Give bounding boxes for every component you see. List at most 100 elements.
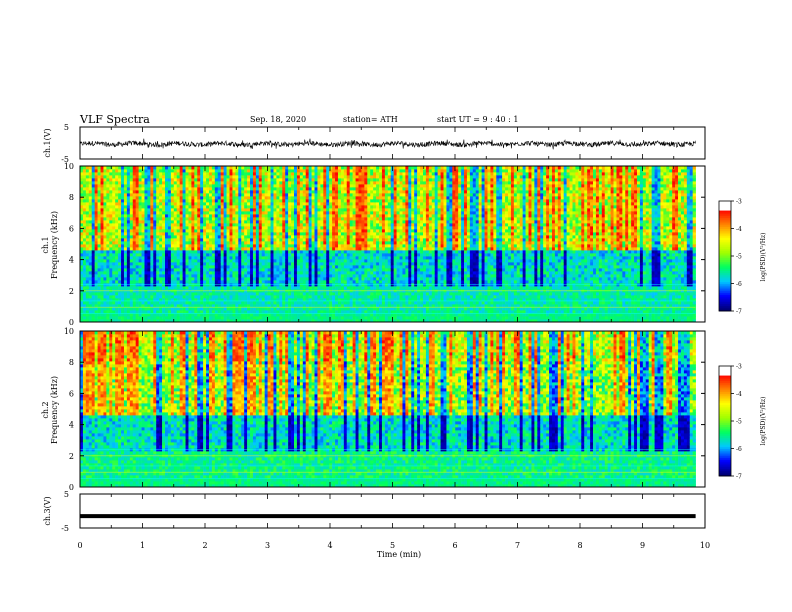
ch1-spectrogram-cell (109, 214, 112, 217)
ch1-spectrogram-cell (194, 178, 197, 181)
ch1-spectrogram-cell (153, 232, 156, 235)
ch1-spectrogram-cell (168, 235, 171, 238)
ch1-spectrogram-cell (95, 262, 98, 265)
ch1-spectrogram-cell (177, 229, 180, 232)
ch1-spectrogram-cell (183, 274, 186, 277)
ch1-spectrogram-cell (109, 199, 112, 202)
ch1-spectrogram-cell (130, 184, 133, 187)
ch1-spectrogram-cell (188, 259, 191, 262)
ch1-spectrogram-cell (127, 223, 130, 226)
ch1-spectrogram-cell (165, 274, 168, 277)
ch1-spectrogram-cell (144, 190, 147, 193)
ch1-spectrogram-cell (165, 238, 168, 241)
ch1-spectrogram-cell (136, 181, 139, 184)
ch1-spectrogram-cell (106, 196, 109, 199)
ch1-spectrogram-cell (194, 265, 197, 268)
ch1-spectrogram-cell (153, 259, 156, 262)
ch1-spectrogram-cell (191, 268, 194, 271)
ch1-spectrogram-cell (194, 280, 197, 283)
ch1-spectrogram-cell (186, 181, 189, 184)
ch1-spectrogram-cell (109, 169, 112, 172)
ch1-spectrogram-cell (188, 223, 191, 226)
ch1-spectrogram-cell (162, 265, 165, 268)
ch1-spectrogram-column (103, 166, 106, 322)
ch1-spectrogram-cell (89, 274, 92, 277)
ch1-spectrogram-cell (144, 277, 147, 280)
ch1-spectrogram-cell (191, 301, 194, 304)
ch1-spectrogram-cell (118, 265, 121, 268)
ch1-spectrogram-cell (101, 316, 104, 319)
ch1-spectrogram-cell (98, 265, 101, 268)
ch1-spectrogram-cell (168, 190, 171, 193)
ch1-spectrogram-cell (139, 256, 142, 259)
ch1-spectrogram-cell (130, 310, 133, 313)
ch1-spectrogram-cell (174, 169, 177, 172)
ch1-spectrogram-cell (95, 280, 98, 283)
ch1-spectrogram-cell (156, 178, 159, 181)
ch1-spectrogram-cell (86, 241, 89, 244)
ch1-spectrogram-cell (124, 175, 127, 178)
ch1-spectrogram-cell (124, 220, 127, 223)
ch1-spectrogram-cell (194, 271, 197, 274)
ch1-spectrogram-cell (156, 259, 159, 262)
ch1-spectrogram-cell (103, 235, 106, 238)
ch1-spectrogram-cell (144, 169, 147, 172)
ch1-spectrogram-cell (144, 205, 147, 208)
ch1-spectrogram-cell (103, 205, 106, 208)
ch1-spectrogram-cell (101, 229, 104, 232)
ch1-spectrogram-cell (180, 184, 183, 187)
ch1-spectrogram-cell (153, 265, 156, 268)
ch1-spectrogram-cell (183, 235, 186, 238)
ch1-spectrogram-cell (121, 211, 124, 214)
ch1-spectrogram-cell (112, 286, 115, 289)
ch1-spectrogram-cell (130, 307, 133, 310)
ch1-spectrogram-cell (101, 256, 104, 259)
ch1-spectrogram-cell (136, 187, 139, 190)
ch1-spectrogram-cell (156, 286, 159, 289)
ch1-spectrogram-cell (142, 196, 145, 199)
ch1-spectrogram-cell (112, 181, 115, 184)
header-start-time: start UT = 9 : 40 : 1 (437, 115, 518, 124)
ch1-spectrogram-cell (112, 295, 115, 298)
ch1-spectrogram-cell (165, 235, 168, 238)
ch1-spectrogram-cell (103, 250, 106, 253)
ch1-spectrogram-cell (162, 220, 165, 223)
ch1-spectrogram-cell (124, 199, 127, 202)
ch1-spectrogram-cell (147, 181, 150, 184)
ch1-spectrogram-cell (124, 262, 127, 265)
ch1-spectrogram-cell (142, 220, 145, 223)
ch1-spectrogram-cell (168, 214, 171, 217)
ch1-spectrogram-cell (86, 178, 89, 181)
ch1-spectrogram-cell (168, 175, 171, 178)
ch1-spectrogram-cell (165, 286, 168, 289)
ch1-spectrogram-cell (191, 295, 194, 298)
ch1-spectrogram-cell (127, 280, 130, 283)
ch1-spectrogram-cell (98, 205, 101, 208)
ch1-spectrogram-cell (191, 202, 194, 205)
ch1-spectrogram-cell (139, 169, 142, 172)
ch1-spectrogram-cell (174, 217, 177, 220)
ch1-spectrogram-cell (98, 175, 101, 178)
ch1-spectrogram-cell (118, 196, 121, 199)
ch1-spectrogram-cell (121, 205, 124, 208)
ch1-spectrogram-cell (127, 184, 130, 187)
ch1-spectrogram-cell (112, 235, 115, 238)
ch1-spectrogram-cell (147, 169, 150, 172)
ch1-spectrogram-cell (183, 208, 186, 211)
ch1-spectrogram-cell (183, 184, 186, 187)
ch1-spectrogram-cell (194, 229, 197, 232)
ch1-spectrogram-cell (156, 238, 159, 241)
ch1-spectrogram-cell (98, 301, 101, 304)
ch1-spectrogram-cell (89, 208, 92, 211)
ch1-spectrogram-cell (118, 274, 121, 277)
ch1-spectrogram-cell (144, 193, 147, 196)
header-station: station= ATH (343, 115, 398, 124)
ch1-spectrogram-cell (139, 232, 142, 235)
ch1-spectrogram-cell (103, 169, 106, 172)
ch1-spectrogram-cell (106, 295, 109, 298)
ch1-spectrogram-cell (174, 250, 177, 253)
ch1-spectrogram-cell (144, 253, 147, 256)
ch1-spectrogram-cell (188, 181, 191, 184)
ch1-spectrogram-cell (186, 196, 189, 199)
ch1-spectrogram-cell (98, 316, 101, 319)
